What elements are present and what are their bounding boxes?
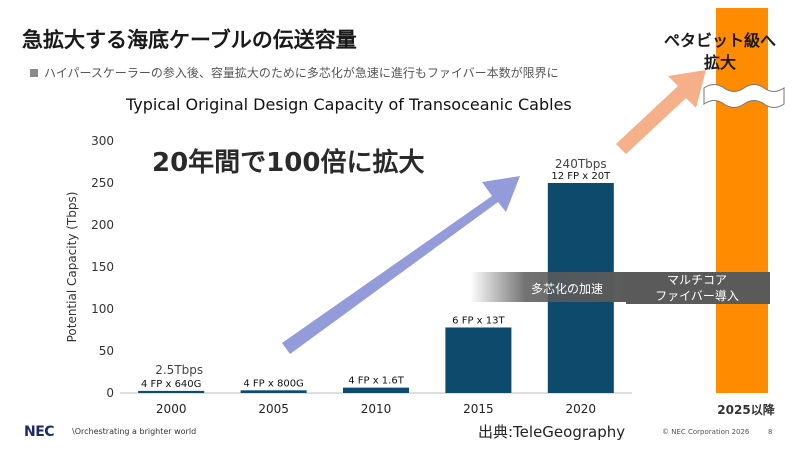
y-axis-title: Potential Capacity (Tbps) [65,192,79,343]
bar-data-label: 4 FP x 640G [141,379,201,390]
wave-break-icon [703,84,785,108]
petabit-label-line2: 拡大 [703,53,736,72]
bar-data-label: 4 FP x 1.6T [348,376,405,387]
band-multifiber [470,272,628,302]
orange-growth-arrow-icon [616,70,706,154]
bar [138,390,205,393]
first-capacity-annotation: 2.5Tbps [155,363,203,377]
page-number: 8 [768,428,773,436]
bar [240,390,307,393]
y-tick-label: 300 [91,134,114,148]
band-multifiber-label: 多芯化の加速 [530,282,603,296]
slide-title: 急拡大する海底ケーブルの伝送容量 [22,28,357,52]
x-tick-label: 2005 [258,402,289,416]
y-tick-label: 100 [91,302,114,316]
y-tick-label: 0 [106,386,114,400]
slide-subtitle: ハイパースケーラーの参入後、容量拡大のために多芯化が急速に進行もファイバー本数が… [30,64,559,81]
band-multicore-label: マルチコア ファイバー導入 [632,272,762,304]
band-multicore-line2: ファイバー導入 [655,289,739,303]
footer-tagline: \Orchestrating a brighter world [72,427,197,436]
band-multicore-line1: マルチコア [666,273,727,287]
future-orange-column [716,8,768,393]
copyright: © NEC Corporation 2026 [662,428,750,436]
source-credit: 出典:TeleGeography [478,423,626,441]
y-tick-label: 50 [99,344,114,358]
x-tick-label: 2010 [361,402,392,416]
bar-data-label: 4 FP x 800G [243,378,303,389]
y-tick-label: 250 [91,176,114,190]
y-tick-label: 200 [91,218,114,232]
label-2025-onward: 2025以降 [717,403,775,417]
x-tick-label: 2020 [566,402,597,416]
purple-growth-arrow-icon [282,176,520,354]
bar-data-label: 12 FP x 20T [551,171,611,182]
bar [343,387,409,393]
chart-title: Typical Original Design Capacity of Tran… [126,95,572,114]
x-tick-label: 2015 [463,402,494,416]
petabit-label-line1: ペタビット級へ [663,31,776,50]
y-tick-label: 150 [91,260,114,274]
headline-100x: 20年間で100倍に拡大 [152,148,425,178]
bullet-square-icon [30,69,38,77]
bar [445,327,512,393]
nec-logo: NEC [24,424,55,440]
x-tick-label: 2000 [156,402,187,416]
last-capacity-annotation: 240Tbps [555,157,607,171]
bar-data-label: 6 FP x 13T [452,315,505,326]
petabit-label: ペタビット級へ 拡大 [640,30,800,74]
subtitle-text: ハイパースケーラーの参入後、容量拡大のために多芯化が急速に進行もファイバー本数が… [44,66,559,80]
band-multicore [626,272,770,304]
